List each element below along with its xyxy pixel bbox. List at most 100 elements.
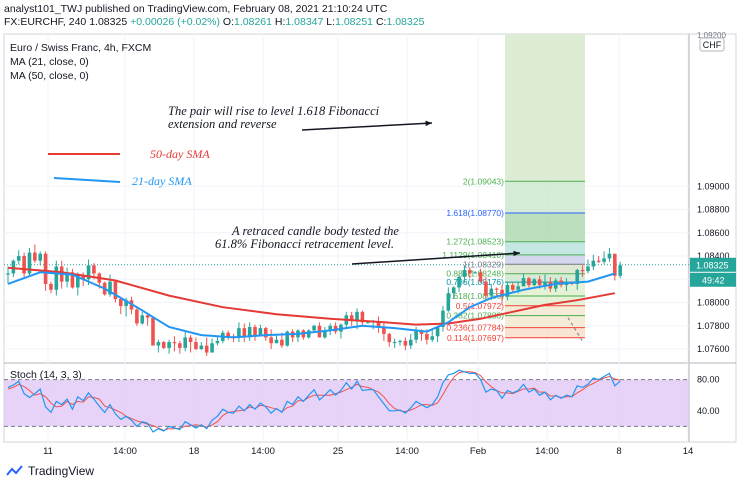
candle-body <box>349 315 354 322</box>
candle-body <box>11 260 16 274</box>
candle-body <box>473 272 477 274</box>
fib-zone <box>505 264 585 274</box>
fib-zone <box>505 296 585 306</box>
candle-body <box>510 285 515 290</box>
candle-body <box>253 326 257 336</box>
arrow-to-618 <box>351 252 521 265</box>
time-tick-label: Feb <box>470 446 486 457</box>
time-tick-label: 14 <box>683 446 694 457</box>
candle-body <box>537 279 542 286</box>
candle-body <box>462 269 467 277</box>
candle-body <box>323 330 327 338</box>
fib-level-label: 2(1.09043) <box>463 176 504 186</box>
candle-body <box>188 337 193 343</box>
candle-body <box>16 256 21 261</box>
time-axis: 11 14:00 18 14:00 25 14:00 Feb 14:00 8 14 <box>43 446 693 457</box>
stochastic-lines <box>7 369 621 433</box>
time-tick-label: 14:00 <box>535 446 559 457</box>
ma50-legend: MA (50, close, 0) <box>10 70 89 82</box>
time-tick-label: 8 <box>616 446 621 457</box>
price-tick-label: 1.07800 <box>697 321 730 331</box>
moving-averages <box>7 266 616 339</box>
chart-outline <box>3 33 737 443</box>
arrow-to-618-head <box>513 250 520 257</box>
price-tick-label: 1.08400 <box>697 251 730 261</box>
sma21-legend-text: 21-day SMA <box>132 174 192 188</box>
candle-body <box>430 336 435 340</box>
candle-body <box>306 330 311 338</box>
price-tick-label: 1.08600 <box>697 228 730 238</box>
candle-body <box>425 333 429 340</box>
candle-body <box>161 342 166 348</box>
candle-body <box>167 342 171 348</box>
candle-body <box>108 281 112 295</box>
candle-body <box>365 322 370 324</box>
tradingview-footer[interactable]: TradingView <box>6 464 94 478</box>
fib-zone <box>505 305 585 316</box>
fib-zone <box>505 327 585 338</box>
candle-body <box>81 275 85 280</box>
candle-body <box>484 281 488 296</box>
stoch-k-line <box>7 369 621 433</box>
candle-body <box>505 285 510 297</box>
candle-body <box>204 345 209 353</box>
stoch-tick-label: 40.00 <box>697 406 720 416</box>
fib-level-label: 1.618(1.08770) <box>446 208 504 218</box>
last-price: 1.08325 <box>89 16 128 28</box>
ma50-line <box>7 266 615 326</box>
candle-body <box>355 311 359 322</box>
countdown-text: 49:42 <box>702 275 725 285</box>
candle-body <box>285 331 290 346</box>
candle-body <box>446 293 451 311</box>
arrow-to-1618 <box>301 122 433 131</box>
annotation-text: 61.8% Fibonacci retracement level. <box>215 237 394 251</box>
fib-zone <box>505 254 585 265</box>
fib-level-label: 0.886(1.08248) <box>446 269 504 279</box>
candle-body <box>215 340 220 344</box>
time-tick-label: 11 <box>43 446 53 457</box>
candle-body <box>516 286 520 290</box>
candle-body <box>398 340 402 343</box>
candle-body <box>6 273 10 275</box>
candle-body <box>441 310 445 327</box>
price-axis: 1.090001.088001.086001.084001.082001.080… <box>690 31 736 416</box>
symbol-label: FX:EURCHF, 240 <box>4 16 87 28</box>
price-chart[interactable]: 2(1.09043) 1.618(1.08770) 1.272(1.08523) 1.… <box>0 30 740 460</box>
candle-body <box>618 265 622 276</box>
candle-body <box>451 287 456 294</box>
candle-body <box>237 328 241 338</box>
price-tick-label: 1.07600 <box>697 344 730 354</box>
candle-body <box>382 326 386 334</box>
current-price-label <box>690 257 736 272</box>
candle-body <box>247 326 252 338</box>
candle-body <box>54 266 59 290</box>
fib-zone <box>505 213 585 242</box>
candle-body <box>586 266 590 272</box>
candle-body <box>38 253 43 261</box>
candle-body <box>489 288 494 296</box>
current-price-text: 1.08325 <box>696 260 729 270</box>
ma21-legend: MA (21, close, 0) <box>10 56 89 68</box>
candle-body <box>575 269 580 284</box>
time-tick-label: 14:00 <box>395 446 419 457</box>
fib-zone <box>505 241 585 255</box>
candle-body <box>22 256 26 274</box>
candle-body <box>607 253 612 259</box>
candle-body <box>468 269 472 274</box>
fib-level-label: 1.272(1.08523) <box>446 237 504 247</box>
price-tick-label: 1.08800 <box>697 205 730 215</box>
candle-body <box>478 272 483 282</box>
time-tick-label: 25 <box>333 446 344 457</box>
fib-level-label: 0.114(1.07697) <box>447 333 504 343</box>
countdown-label <box>690 272 736 287</box>
candle-body <box>145 315 150 318</box>
close-value: 1.08325 <box>386 16 425 28</box>
candle-body <box>360 311 365 323</box>
fib-level-label: 0.618(1.08056) <box>446 291 504 301</box>
candle-body <box>312 325 316 331</box>
candle-body <box>392 342 397 344</box>
candle-body <box>156 342 161 346</box>
fib-extension-tool[interactable]: 2(1.09043) 1.618(1.08770) 1.272(1.08523) 1.… <box>442 34 585 343</box>
time-tick-label: 14:00 <box>113 446 137 457</box>
candle-body <box>274 339 279 344</box>
